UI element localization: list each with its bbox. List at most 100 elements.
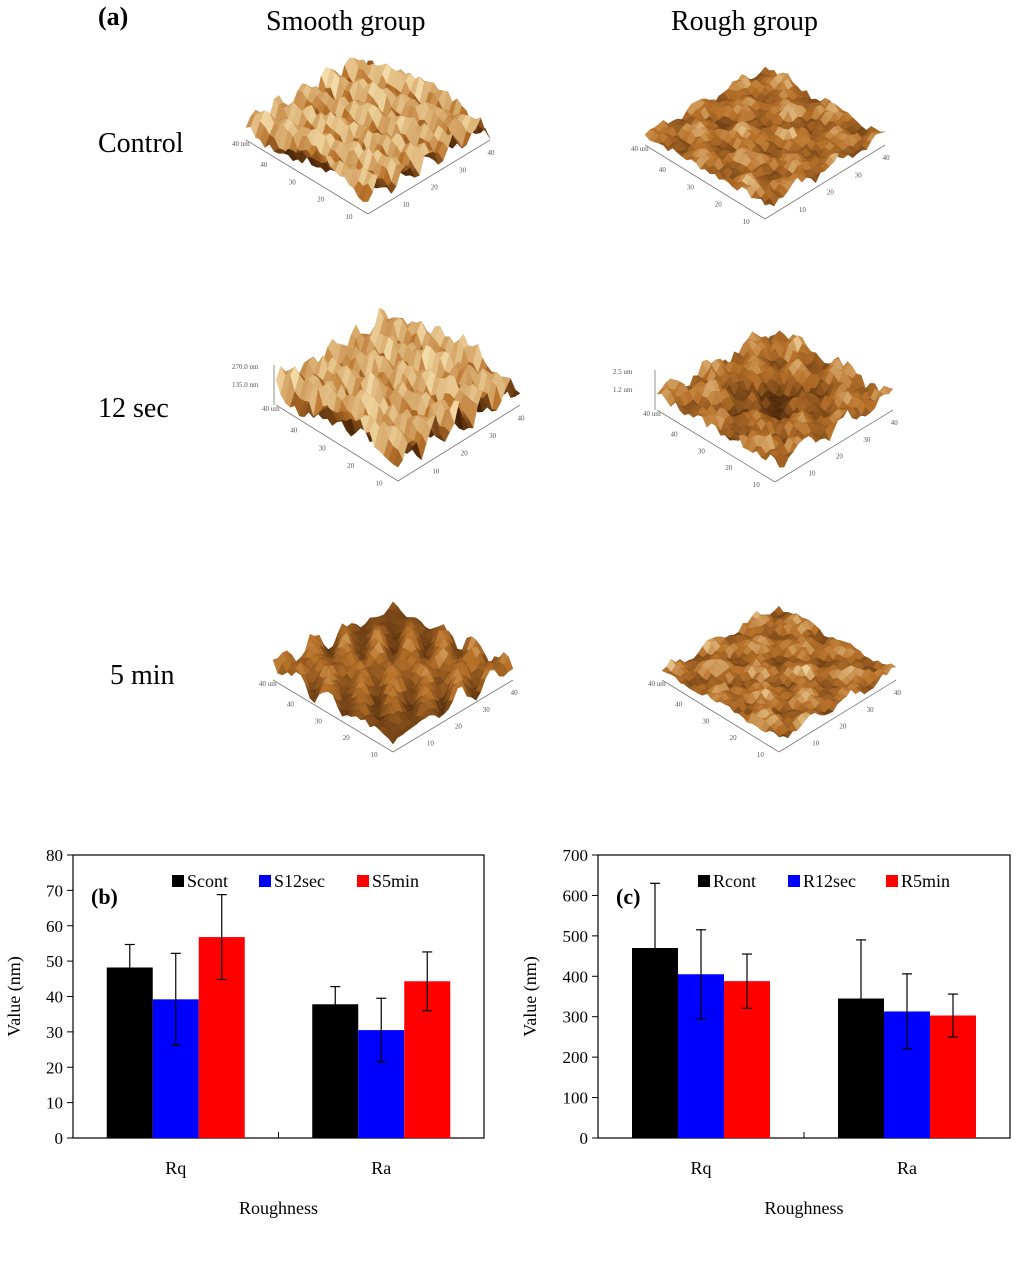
afm-axes-smooth-12sec: 40 10 30 20 20 30 10 40 40 um 270.0 nm 135.0 nm — [232, 363, 525, 488]
error-bar-r5min-ra — [948, 993, 958, 1038]
afm-tick-right: 20 — [431, 184, 439, 192]
afm-tick-left: 20 — [343, 734, 351, 742]
afm-mesh-rough-5min — [661, 605, 897, 739]
afm-axes-rough-control: 40 10 30 20 20 30 10 40 40 um — [631, 144, 891, 226]
afm-surface-grid: 40 10 30 20 20 30 10 40 40 um 40 10 30 20 20 30 10 40 40 … — [232, 57, 902, 759]
error-bar-r12sec-ra — [902, 973, 912, 1050]
afm-tick-left: 30 — [698, 447, 706, 455]
afm-tick-right: 20 — [836, 453, 844, 461]
error-bar-r5min-rq — [742, 953, 752, 1009]
x-axis-title: Roughness — [239, 1198, 318, 1218]
afm-tick-right: 40 — [894, 689, 902, 697]
error-bar-r12sec-rq — [696, 929, 706, 1020]
afm-tick-left: 40 — [260, 161, 268, 169]
legend-swatch-scont — [172, 875, 184, 887]
afm-z-label-top: 270.0 nm — [232, 363, 259, 371]
afm-tick-right: 20 — [839, 723, 847, 731]
error-bar-s12sec-rq — [170, 952, 181, 1046]
afm-tick-right: 20 — [461, 450, 469, 458]
afm-tick-left: 10 — [375, 480, 383, 488]
afm-z-label-mid: 135.0 nm — [232, 381, 259, 389]
afm-tick-right: 20 — [827, 189, 835, 197]
afm-mesh-rough-12sec — [656, 330, 894, 468]
afm-tick-right: 10 — [812, 739, 820, 747]
afm-surface-smooth-5min: 40 10 30 20 20 30 10 40 40 um — [259, 601, 519, 759]
afm-tick-left: 40 — [659, 166, 667, 174]
afm-surface-rough-5min: 40 10 30 20 20 30 10 40 40 um — [648, 605, 902, 759]
y-tick-label: 0 — [55, 1129, 64, 1148]
afm-tick-left: 10 — [345, 213, 353, 221]
panel-label: (b) — [91, 884, 118, 909]
afm-tick-left: 30 — [289, 178, 297, 186]
error-bar-s5min-ra — [422, 951, 433, 1012]
afm-axes-smooth-5min: 40 10 30 20 20 30 10 40 40 um — [259, 679, 519, 759]
y-tick-label: 50 — [46, 952, 63, 971]
y-tick-label: 20 — [46, 1058, 63, 1077]
afm-mesh-rough-control — [644, 66, 886, 207]
afm-surface-rough-12sec: 40 10 30 20 20 30 10 40 40 um 2.5 um 1.2 um — [613, 330, 898, 489]
afm-tick-right: 30 — [489, 432, 497, 440]
afm-surface-smooth-12sec: 40 10 30 20 20 30 10 40 40 um 270.0 nm 135.0 nm — [232, 307, 525, 488]
y-tick-label: 80 — [46, 846, 63, 865]
x-tick-label-rq: Rq — [165, 1158, 186, 1178]
legend-swatch-r5min — [886, 875, 898, 887]
afm-tick-right: 10 — [432, 467, 440, 475]
y-tick-label: 70 — [46, 881, 63, 900]
afm-tick-left: 20 — [317, 196, 325, 204]
afm-tick-right: 40 — [883, 154, 891, 162]
afm-unit-label: 40 um — [643, 410, 661, 418]
x-tick-label-ra: Ra — [897, 1158, 917, 1178]
legend-label-r12sec: R12sec — [803, 871, 856, 891]
afm-unit-label: 40 um — [631, 145, 649, 153]
x-tick-label-ra: Ra — [371, 1158, 391, 1178]
afm-unit-label: 40 um — [232, 140, 250, 148]
legend-label-s5min: S5min — [372, 871, 419, 891]
afm-axes-rough-5min: 40 10 30 20 20 30 10 40 40 um — [648, 679, 902, 759]
afm-tick-left: 30 — [702, 717, 710, 725]
y-tick-label: 400 — [563, 967, 589, 986]
y-axis-title: Value (nm) — [4, 956, 25, 1036]
y-tick-label: 0 — [580, 1129, 589, 1148]
afm-axes-rough-12sec: 40 10 30 20 20 30 10 40 40 um 2.5 um 1.2 um — [613, 368, 898, 489]
column-header-smooth: Smooth group — [266, 6, 426, 37]
legend-label-rcont: Rcont — [713, 871, 756, 891]
row-header-12sec: 12 sec — [98, 393, 169, 424]
afm-unit-label: 40 um — [262, 405, 280, 413]
afm-tick-right: 30 — [867, 706, 875, 714]
afm-tick-left: 20 — [347, 462, 355, 470]
error-bar-s12sec-ra — [376, 997, 387, 1063]
afm-tick-left: 30 — [319, 444, 327, 452]
afm-tick-right: 40 — [511, 689, 519, 697]
afm-tick-right: 10 — [427, 739, 435, 747]
legend-label-s12sec: S12sec — [274, 871, 325, 891]
y-tick-label: 200 — [563, 1048, 589, 1067]
afm-z-label-mid: 1.2 um — [613, 386, 633, 394]
y-tick-label: 60 — [46, 917, 63, 936]
panel-label: (c) — [616, 884, 640, 909]
panel-a-label: (a) — [98, 2, 129, 31]
legend: Rcont R12sec R5min — [698, 871, 950, 891]
legend-label-scont: Scont — [187, 871, 228, 891]
afm-tick-right: 30 — [863, 436, 871, 444]
error-bar-rcont-ra — [856, 939, 866, 1058]
y-tick-label: 40 — [46, 988, 63, 1007]
x-tick-label-rq: Rq — [690, 1158, 711, 1178]
afm-tick-left: 10 — [371, 751, 379, 759]
afm-tick-right: 10 — [799, 206, 807, 214]
afm-mesh-smooth-control — [245, 57, 491, 203]
chart-b: 0 10 20 30 40 50 60 70 80 Value (nm) Rq Ra Roughness… — [4, 846, 485, 1218]
row-header-control: Control — [98, 128, 184, 159]
afm-unit-label: 40 um — [648, 680, 666, 688]
afm-tick-right: 30 — [459, 166, 467, 174]
afm-tick-left: 10 — [743, 218, 751, 226]
afm-tick-left: 40 — [675, 701, 683, 709]
row-header-5min: 5 min — [110, 660, 175, 691]
afm-axes-smooth-control: 40 10 30 20 20 30 10 40 40 um — [232, 139, 495, 221]
y-tick-label: 100 — [563, 1089, 589, 1108]
afm-tick-left: 20 — [725, 464, 733, 472]
y-tick-label: 300 — [563, 1008, 589, 1027]
afm-surface-smooth-control: 40 10 30 20 20 30 10 40 40 um — [232, 57, 495, 221]
afm-tick-left: 40 — [670, 431, 678, 439]
afm-z-label-top: 2.5 um — [613, 368, 633, 376]
afm-tick-right: 40 — [517, 414, 525, 422]
